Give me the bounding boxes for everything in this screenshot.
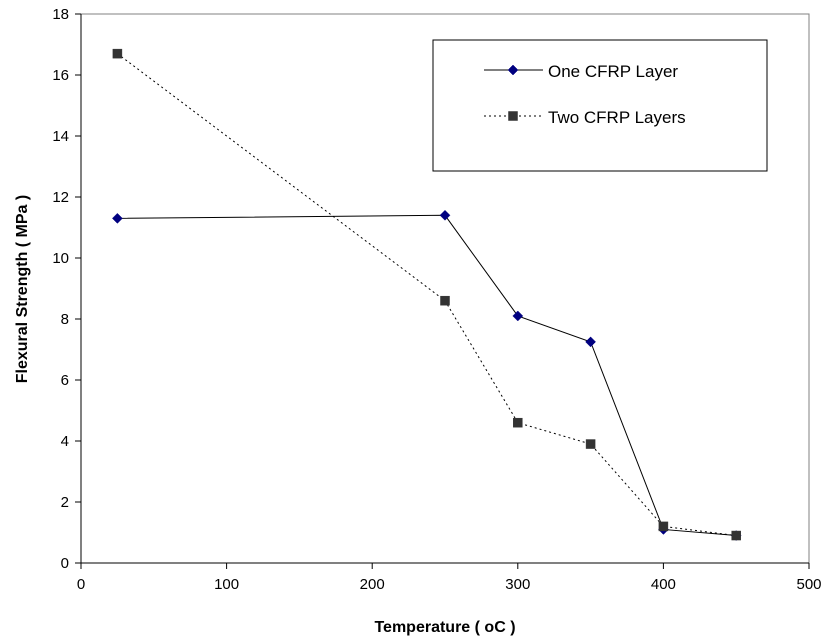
legend-box [432,39,768,172]
data-point-two-cfrp-layers [513,417,523,428]
series-line-two-cfrp-layers [117,53,737,537]
y-tick-label: 16 [52,67,69,84]
legend-items [484,64,543,121]
data-point-one-cfrp-layer [112,212,123,224]
y-axis-title: Flexural Strength ( MPa ) [14,195,31,383]
data-point-two-cfrp-layers [112,48,123,59]
data-point-one-cfrp-layer [439,209,451,221]
legend-marker-two-cfrp-layers [508,111,518,121]
data-point-two-cfrp-layers [731,530,741,541]
data-point-one-cfrp-layer [512,310,524,322]
series-layer [112,48,742,541]
y-tick-label: 4 [61,433,69,450]
x-tick-label: 0 [77,576,85,593]
y-tick-label: 12 [52,189,69,206]
data-point-two-cfrp-layers [658,521,669,532]
legend: One CFRP Layer Two CFRP Layers [432,39,768,172]
x-tick-label: 100 [214,576,239,593]
legend-label-one-cfrp-layer: One CFRP Layer [548,62,678,81]
y-tick-label: 8 [61,311,69,328]
y-tick-label: 18 [52,6,69,23]
x-tick-label: 400 [651,576,676,593]
y-tick-label: 10 [52,250,69,267]
y-tick-label: 6 [61,372,69,389]
x-tick-label: 300 [505,576,530,593]
x-tick-label: 200 [360,576,385,593]
legend-marker-one-cfrp-layer [507,64,519,76]
x-axis-title: Temperature ( oC ) [374,619,515,636]
y-tick-label: 14 [52,128,69,145]
legend-label-two-cfrp-layers: Two CFRP Layers [548,108,686,127]
data-point-two-cfrp-layers [585,439,596,449]
data-point-two-cfrp-layers [440,295,450,306]
series-two-cfrp-layers [112,48,741,541]
ticks: 0 2 4 6 8 10 12 14 16 18 0 100 200 300 400 500 [52,6,821,593]
y-tick-label: 2 [61,494,69,511]
y-tick-label: 0 [61,555,69,572]
axes [80,14,809,564]
x-tick-label: 500 [796,576,821,593]
series-line-one-cfrp-layer [117,214,737,537]
data-point-one-cfrp-layer [585,336,596,348]
